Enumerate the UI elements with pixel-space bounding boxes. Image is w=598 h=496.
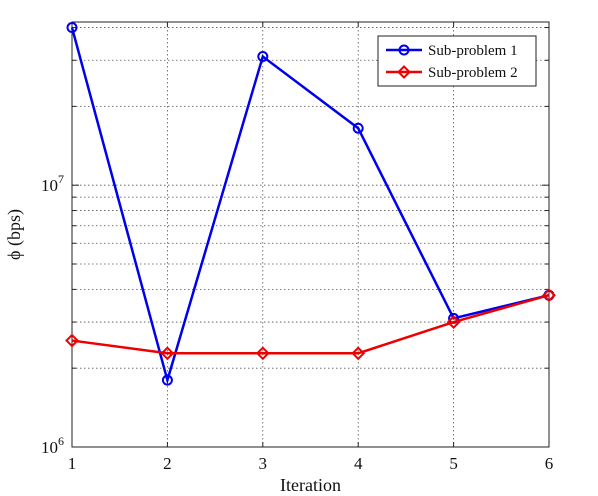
series-line bbox=[71, 293, 550, 355]
data-point-diamond bbox=[397, 65, 411, 79]
legend-label: Sub-problem 1 bbox=[428, 43, 518, 59]
data-point-circle bbox=[257, 51, 269, 63]
x-tick-label: 5 bbox=[449, 454, 458, 473]
data-point-diamond bbox=[255, 346, 270, 361]
data-point-diamond bbox=[160, 346, 175, 361]
y-tick-label: 107 bbox=[41, 172, 64, 195]
data-point-diamond bbox=[542, 288, 556, 303]
data-point-diamond bbox=[65, 333, 79, 348]
series-layer bbox=[65, 22, 556, 386]
data-point-circle bbox=[398, 44, 410, 56]
data-point-circle bbox=[66, 22, 78, 34]
data-point-diamond bbox=[446, 315, 461, 329]
series-line bbox=[70, 27, 550, 385]
x-tick-label: 1 bbox=[68, 454, 77, 473]
data-point-diamond bbox=[351, 346, 366, 361]
x-tick-label: 3 bbox=[259, 454, 268, 473]
legend-item: Sub-problem 1 bbox=[386, 43, 518, 59]
legend-item: Sub-problem 2 bbox=[386, 65, 518, 81]
x-tick-label: 4 bbox=[354, 454, 363, 473]
series-2 bbox=[65, 288, 556, 361]
y-axis-label: ϕ (bps) bbox=[4, 209, 25, 260]
legend-label: Sub-problem 2 bbox=[428, 65, 518, 81]
grid bbox=[72, 22, 549, 447]
data-point-circle bbox=[352, 122, 364, 134]
ticks: 1 2 3 4 5 6 106 107 bbox=[41, 22, 553, 473]
x-tick-label: 2 bbox=[163, 454, 172, 473]
x-tick-label: 6 bbox=[545, 454, 554, 473]
data-point-circle bbox=[161, 374, 173, 386]
x-axis-label: Iteration bbox=[280, 475, 341, 495]
plot-frame bbox=[71, 21, 550, 448]
y-tick-label: 106 bbox=[41, 434, 64, 457]
legend: Sub-problem 1 Sub-problem 2 bbox=[377, 35, 537, 87]
